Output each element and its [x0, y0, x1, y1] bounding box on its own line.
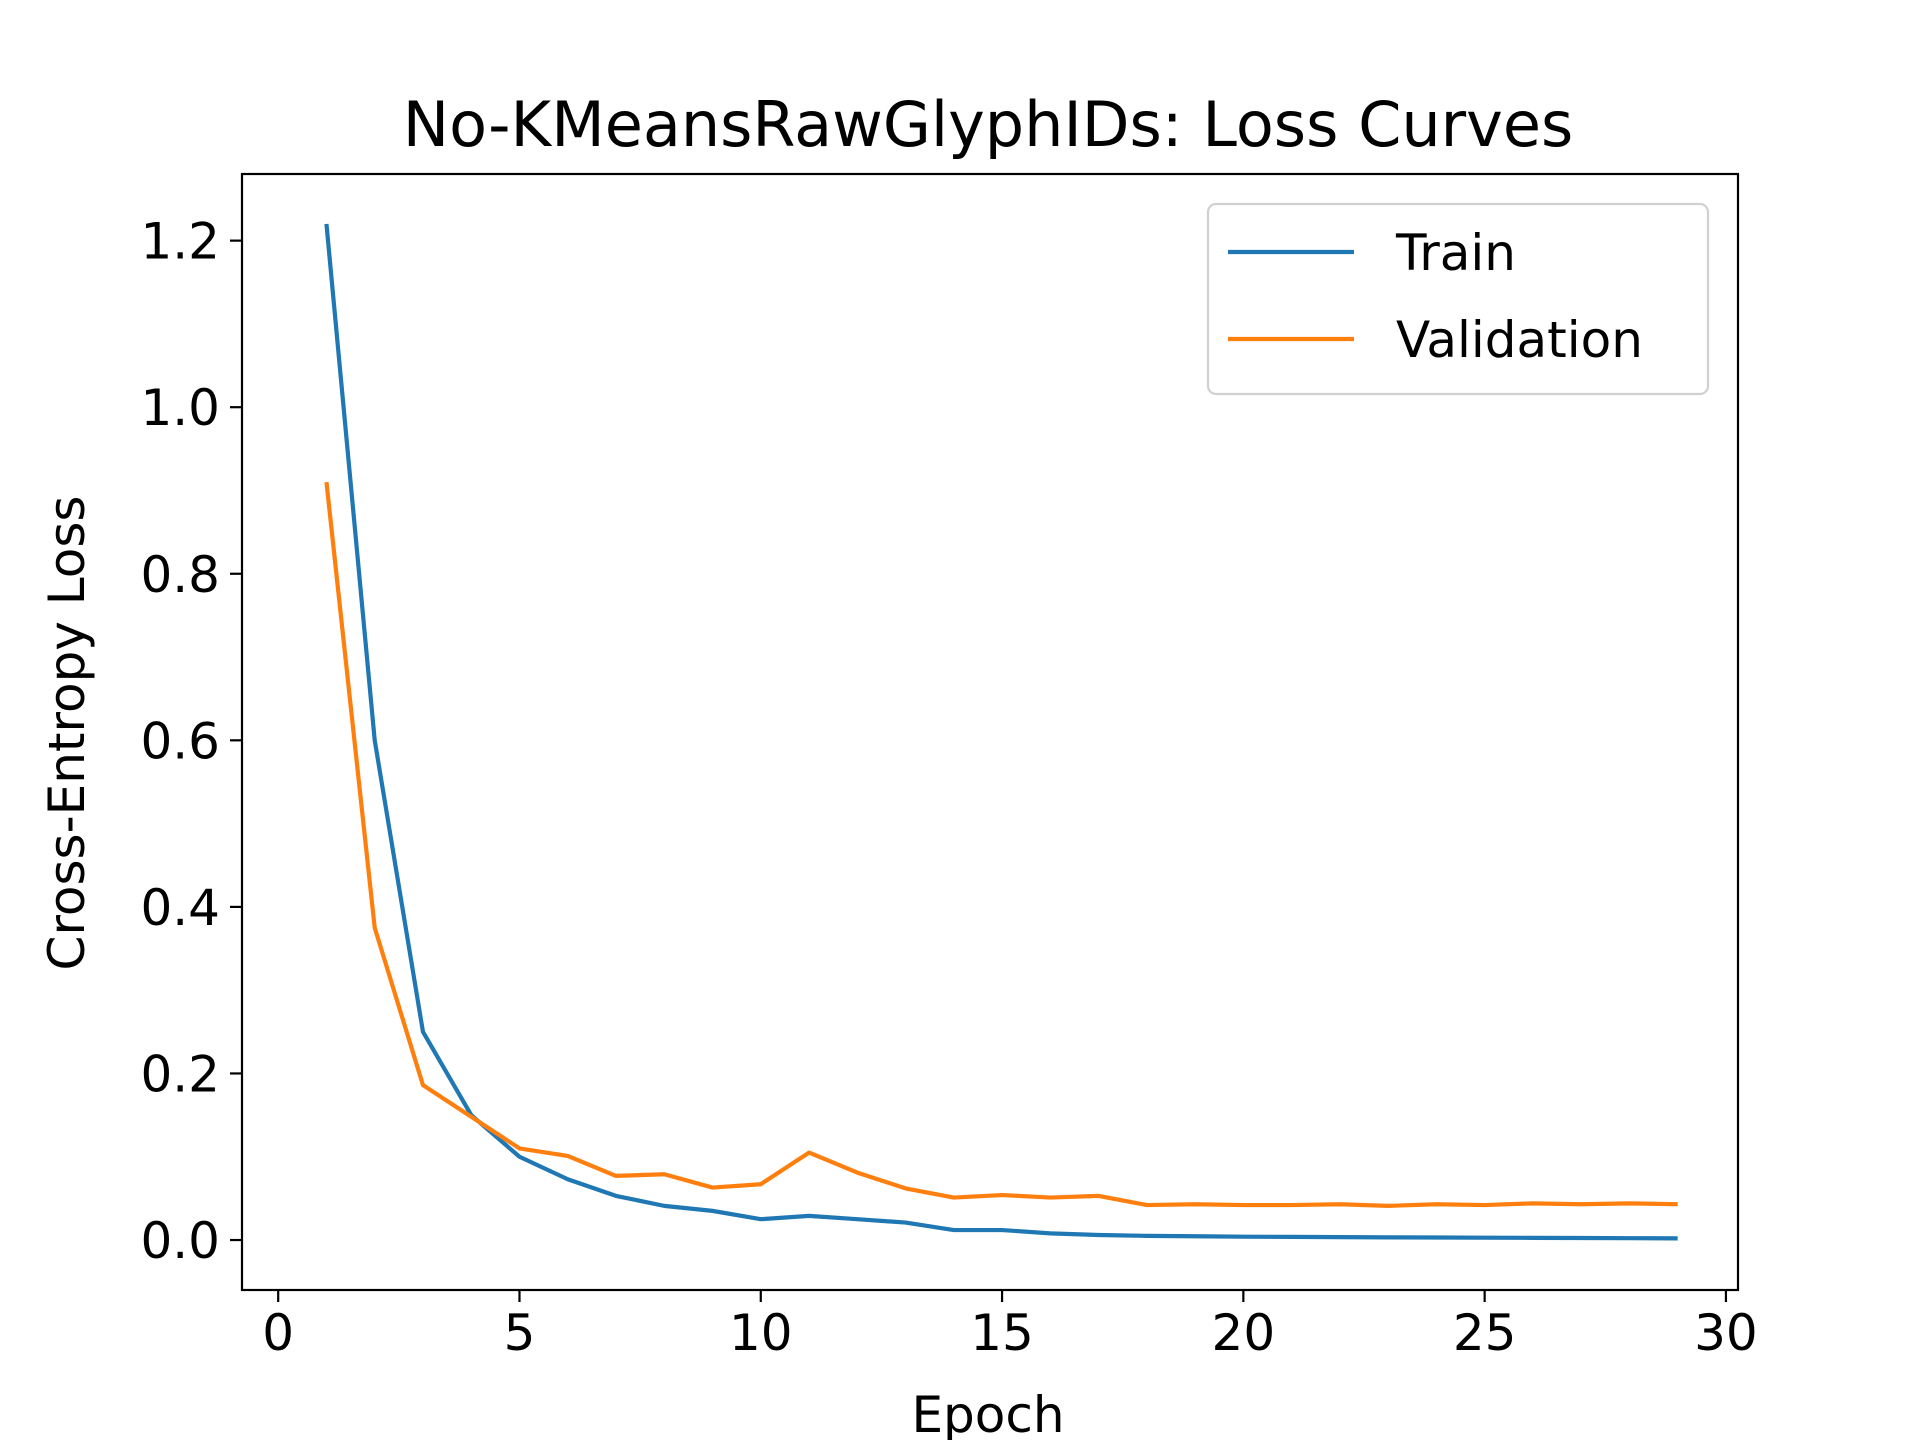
y-tick-label: 0.2: [140, 1045, 220, 1103]
x-tick-label: 20: [1212, 1304, 1276, 1362]
x-tick-label: 5: [504, 1304, 536, 1362]
plot-frame: [240, 172, 1740, 1292]
x-axis-label: Epoch: [911, 1386, 1064, 1440]
y-axis-label: Cross-Entropy Loss: [38, 496, 96, 971]
legend-label-validation: Validation: [1396, 311, 1643, 369]
y-tick-label: 1.2: [140, 213, 220, 271]
chart-title: No-KMeansRawGlyphIDs: Loss Curves: [403, 88, 1574, 161]
y-tick-label: 1.0: [140, 379, 220, 437]
x-tick-label: 0: [262, 1304, 294, 1362]
x-tick-label: 25: [1453, 1304, 1517, 1362]
y-tick-label: 0.0: [140, 1212, 220, 1270]
series-line-train: [324, 223, 1678, 1241]
x-tick-label: 30: [1694, 1304, 1758, 1362]
y-tick-label: 0.8: [140, 546, 220, 604]
plot-area: 0 5 10 15 20 25 30 0.0 0.2 0.4 0.6 0.8 1.0 1.2 Train Va…: [140, 172, 1758, 1362]
y-tick-label: 0.4: [140, 879, 220, 937]
x-tick-label: 10: [729, 1304, 793, 1362]
series-line-validation: [324, 481, 1678, 1208]
legend-label-train: Train: [1395, 224, 1516, 282]
x-tick-label: 15: [970, 1304, 1034, 1362]
y-tick-label: 0.6: [140, 712, 220, 770]
